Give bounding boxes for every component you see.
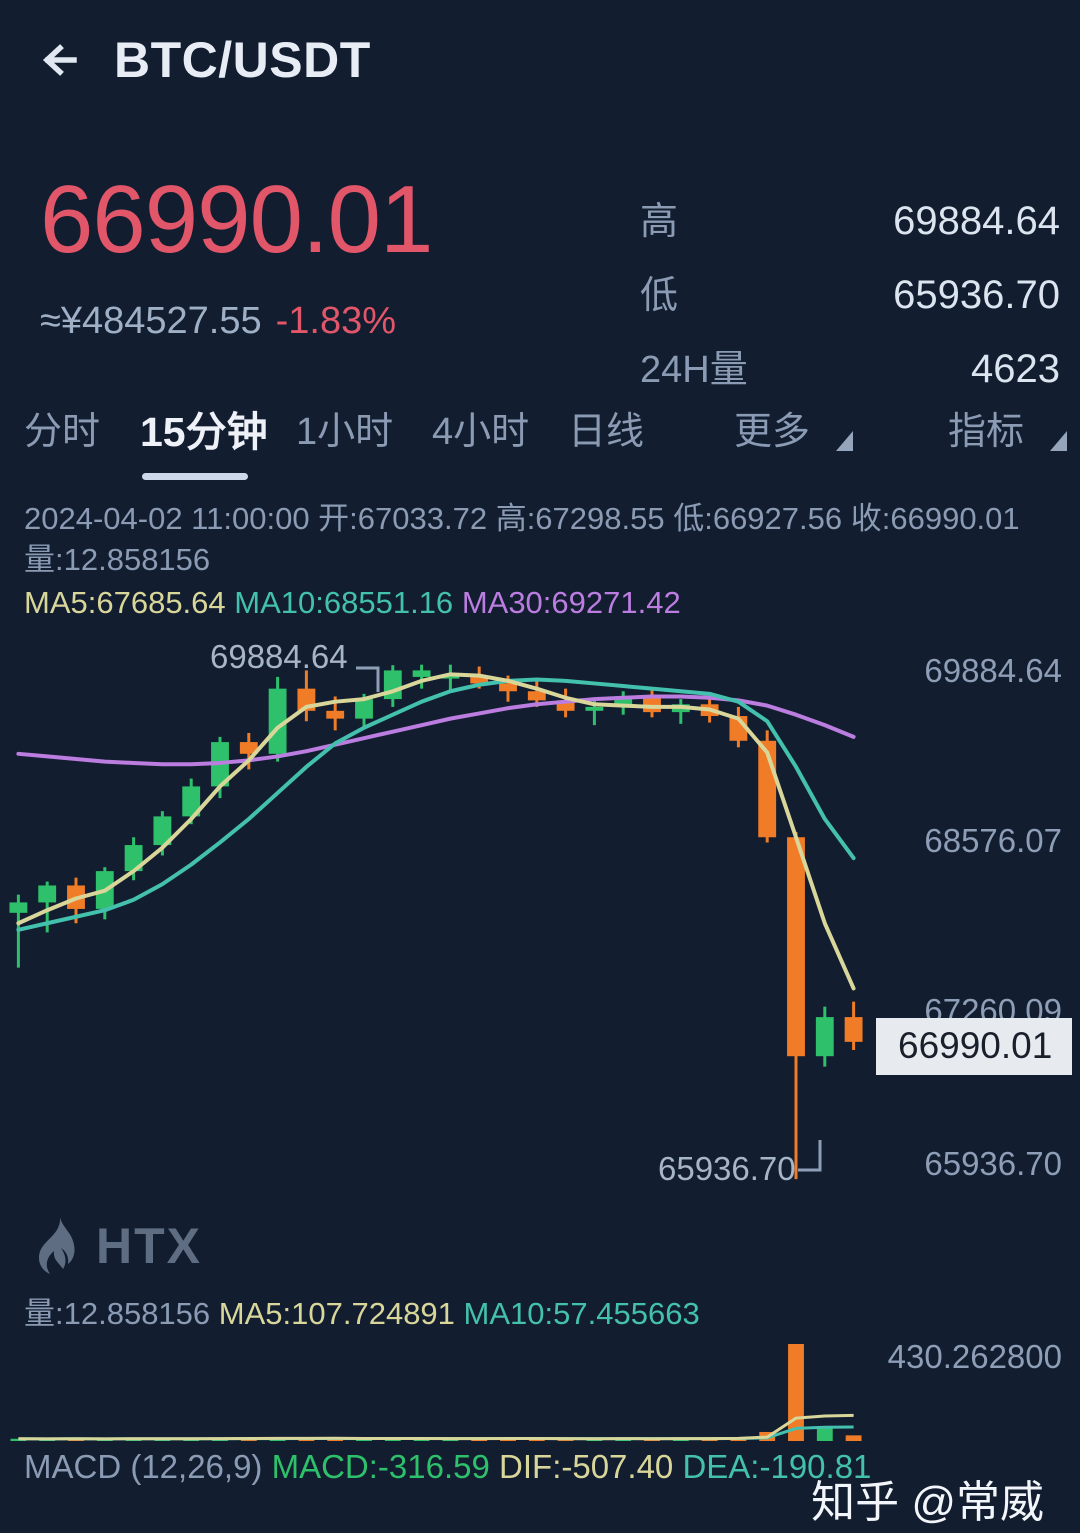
ma10-legend: MA10:68551.16	[234, 585, 454, 620]
volume-plot	[10, 1344, 862, 1441]
app-header: BTC/USDT	[0, 0, 1080, 120]
stat-row-high: 高 69884.64	[640, 190, 1060, 264]
candlestick-chart[interactable]: 69884.64 65936.70 69884.64 68576.07 6726…	[0, 630, 1080, 1210]
back-arrow-icon[interactable]	[38, 32, 94, 88]
ohlc-info-block: 2024-04-02 11:00:00 开:67033.72 高:67298.5…	[24, 498, 1064, 625]
timeframe-tabs: 分时 15分钟 1小时 4小时 日线 更多 指标	[0, 405, 1080, 485]
axis-label-3: 65936.70	[924, 1145, 1062, 1182]
volume-legend: 量:12.858156 MA5:107.724891 MA10:57.45566…	[24, 1288, 700, 1333]
stat-value-low: 65936.70	[893, 273, 1060, 317]
flame-icon	[38, 1217, 75, 1274]
stat-value-high: 69884.64	[893, 199, 1060, 243]
macd-legend: MACD (12,26,9) MACD:-316.59 DIF:-507.40 …	[24, 1448, 871, 1486]
low-marker-leader	[798, 1140, 822, 1172]
ohlc-volume-line: 量:12.858156	[24, 542, 211, 577]
htx-logo-text: HTX	[96, 1218, 202, 1274]
watermark: 知乎 @常威	[811, 1478, 1044, 1527]
market-stats: 高 69884.64 低 65936.70 24H量 4623	[640, 190, 1060, 412]
stat-label-high: 高	[640, 201, 679, 243]
htx-logo: HTX	[30, 1215, 202, 1277]
tab-indicators[interactable]: 指标	[948, 411, 1025, 453]
volume-axis-max: 430.262800	[887, 1338, 1062, 1375]
macd-indicator-name: MACD (12,26,9)	[24, 1448, 263, 1485]
active-tab-underline	[142, 473, 248, 480]
price-plot	[0, 664, 868, 1180]
axis-label-0: 69884.64	[924, 652, 1062, 689]
volume-ma10-legend: MA10:57.455663	[463, 1296, 700, 1331]
high-marker-leader	[356, 666, 380, 692]
ma-legend: MA5:67685.64 MA10:68551.16 MA30:69271.42	[24, 580, 1064, 625]
stat-value-volume: 4623	[971, 347, 1060, 391]
macd-value: MACD:-316.59	[271, 1448, 490, 1485]
tab-1hour[interactable]: 1小时	[296, 411, 394, 453]
dea-value: DEA:-190.81	[682, 1448, 872, 1485]
page-title: BTC/USDT	[114, 32, 371, 88]
dif-value: DIF:-507.40	[499, 1448, 674, 1485]
volume-ma5-legend: MA5:107.724891	[218, 1296, 455, 1331]
tab-fenshi[interactable]: 分时	[24, 411, 101, 453]
ma30-legend: MA30:69271.42	[461, 585, 681, 620]
stat-label-low: 低	[640, 275, 679, 317]
stat-row-volume: 24H量 4623	[640, 338, 1060, 412]
stat-row-low: 低 65936.70	[640, 264, 1060, 338]
cny-approx-value: ≈¥484527.55	[40, 300, 262, 342]
current-price-badge: 66990.01	[876, 1018, 1073, 1075]
high-marker-label: 69884.64	[210, 638, 348, 675]
ma5-legend: MA5:67685.64	[24, 585, 226, 620]
tab-daily[interactable]: 日线	[568, 411, 645, 453]
change-percent: -1.83%	[275, 300, 397, 342]
last-price: 66990.01	[40, 166, 433, 273]
axis-label-1: 68576.07	[924, 822, 1062, 859]
chevron-down-icon-indicators[interactable]	[1050, 431, 1067, 451]
price-subrow: ≈¥484527.55 -1.83%	[40, 300, 396, 343]
volume-legend-value: 量:12.858156	[24, 1296, 211, 1331]
ticker-panel: 66990.01 ≈¥484527.55 -1.83% 高 69884.64 低…	[0, 150, 1080, 400]
tab-more[interactable]: 更多	[734, 411, 811, 453]
ohlc-line: 2024-04-02 11:00:00 开:67033.72 高:67298.5…	[24, 501, 1020, 536]
tab-15min[interactable]: 15分钟	[140, 409, 268, 455]
low-marker-label: 65936.70	[658, 1150, 796, 1187]
chevron-down-icon-more[interactable]	[836, 431, 853, 451]
stat-label-volume: 24H量	[640, 349, 748, 391]
volume-chart[interactable]: 430.262800	[0, 1330, 1080, 1445]
tab-4hour[interactable]: 4小时	[432, 411, 530, 453]
